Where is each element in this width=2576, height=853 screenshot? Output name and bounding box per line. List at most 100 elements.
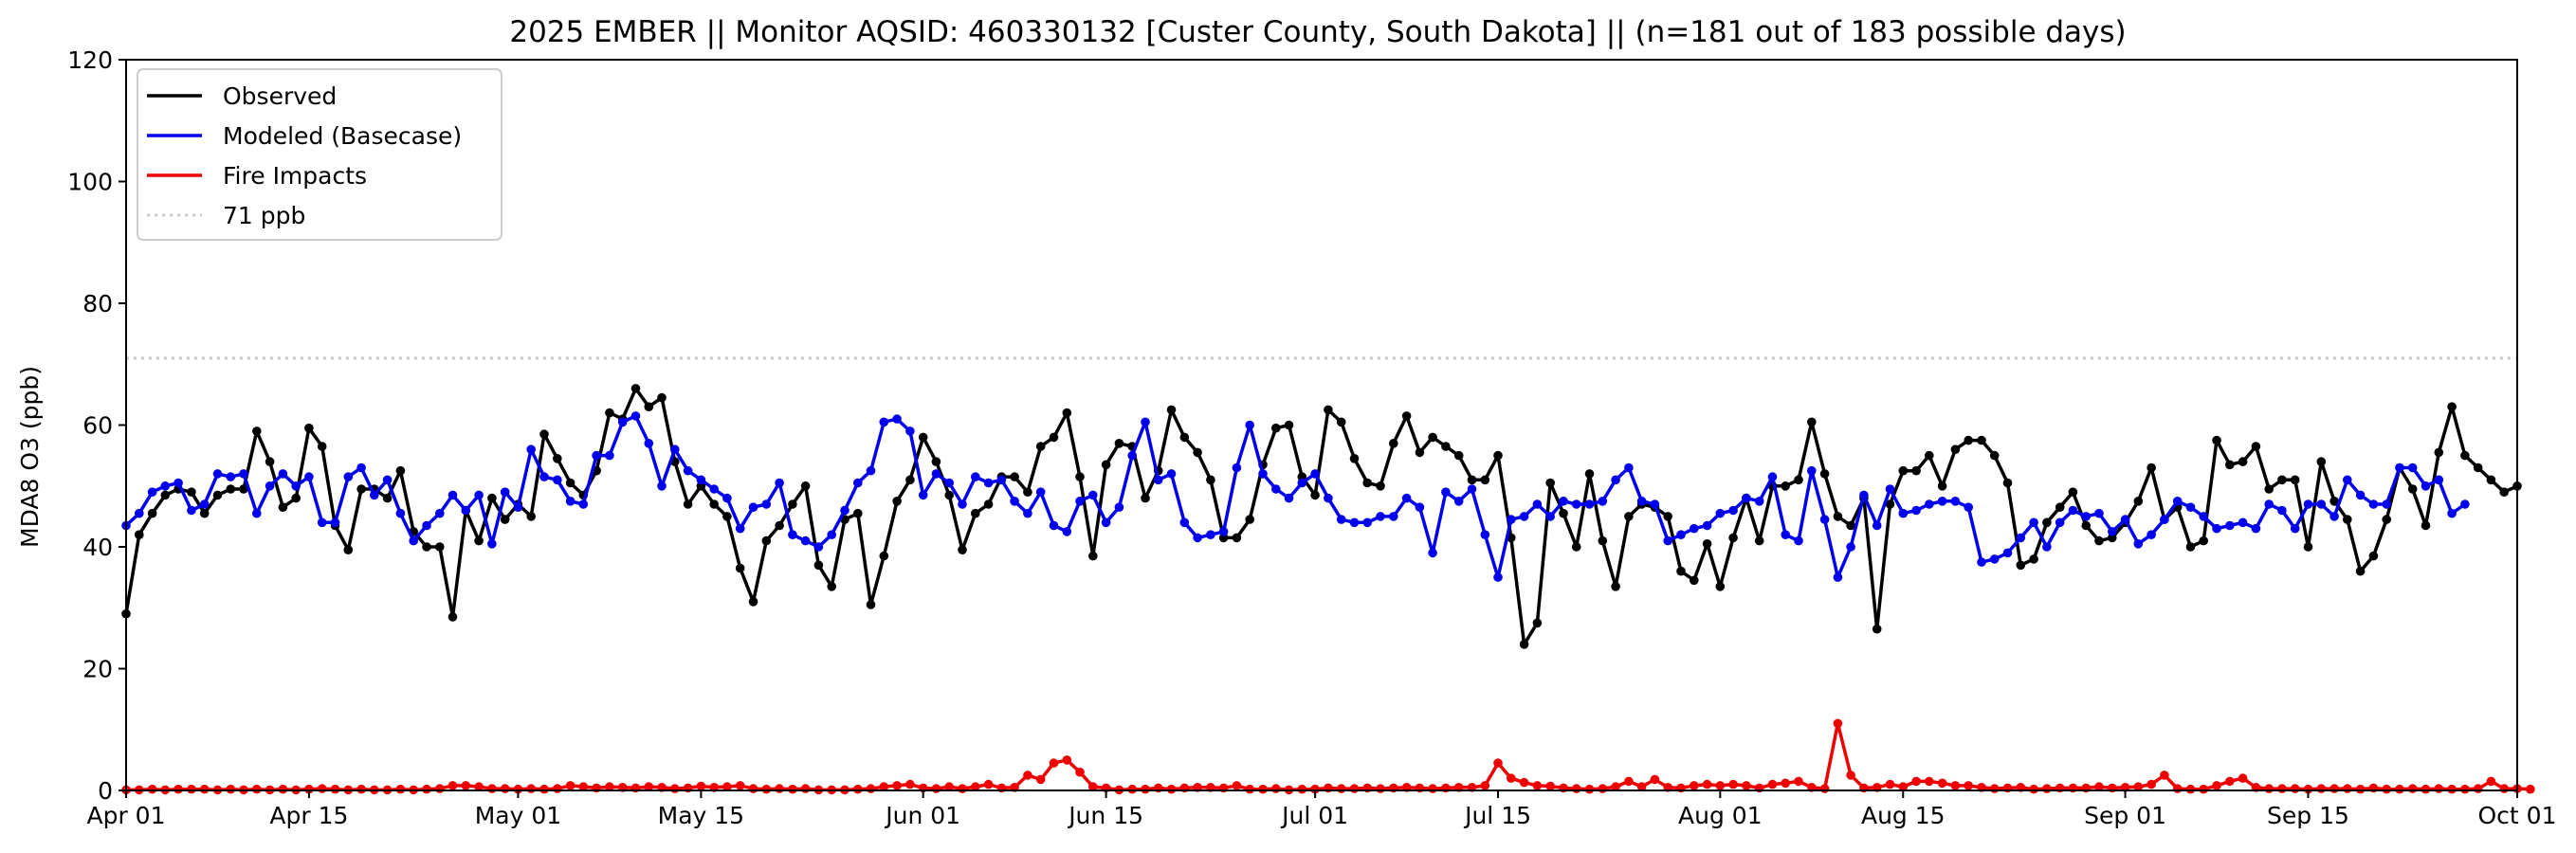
series-1-point: [1507, 515, 1516, 524]
series-0-point: [735, 563, 745, 573]
x-tick-label: Sep 15: [2267, 802, 2349, 829]
series-2-point: [187, 784, 196, 794]
series-0-point: [2002, 478, 2013, 488]
series-0-point: [761, 535, 772, 546]
y-tick-label: 40: [82, 534, 113, 561]
series-0-point: [2185, 542, 2196, 552]
series-0-point: [813, 560, 824, 571]
series-1-point: [1794, 535, 1803, 546]
series-1-point: [657, 481, 667, 491]
series-0-point: [2460, 450, 2470, 461]
series-0-point: [382, 493, 393, 503]
series-1-point: [461, 505, 471, 516]
series-0-point: [553, 454, 562, 463]
series-2-point: [1297, 784, 1307, 794]
series-1-point: [2002, 548, 2013, 558]
x-tick-label: Apr 15: [269, 802, 348, 829]
series-1-point: [395, 508, 406, 518]
series-1-point: [2225, 520, 2235, 531]
series-0-point: [2303, 542, 2313, 552]
series-1-point: [788, 530, 797, 539]
series-1-point: [1676, 530, 1686, 539]
series-1-point: [1349, 517, 1360, 528]
series-0-point: [1101, 460, 1111, 470]
series-0-point: [1401, 411, 1412, 421]
series-1-point: [317, 517, 327, 528]
series-2-point: [226, 784, 236, 794]
series-1-point: [2395, 463, 2404, 473]
y-axis-label: MDA8 O3 (ppb): [16, 366, 44, 548]
series-0-point: [1781, 481, 1790, 491]
series-1-point: [2133, 539, 2144, 549]
series-1-point: [1754, 497, 1764, 506]
series-2-point: [2147, 779, 2156, 789]
series-2-point: [1781, 778, 1790, 789]
series-1-point: [840, 505, 850, 516]
series-2-point: [2172, 784, 2183, 793]
series-2-point: [2042, 784, 2052, 793]
series-1-point: [1376, 512, 1385, 521]
series-1-point: [147, 487, 157, 497]
series-0-point: [2238, 457, 2248, 466]
series-1-point: [1545, 512, 1555, 521]
x-tick-label: Aug 01: [1678, 802, 1763, 829]
series-1-point: [448, 490, 458, 500]
series-1-point: [1428, 548, 1437, 558]
series-0-point: [1937, 481, 1947, 491]
series-1-point: [1035, 487, 1046, 497]
series-1-point: [1702, 520, 1712, 531]
series-2-point: [1141, 784, 1150, 794]
series-0-point: [565, 478, 575, 488]
series-1-point: [996, 475, 1007, 485]
series-2-point: [1819, 784, 1830, 793]
series-0-point: [2147, 463, 2156, 473]
series-0-point: [160, 490, 171, 500]
series-1-point: [553, 475, 562, 485]
series-0-point: [2029, 554, 2038, 564]
series-1-point: [526, 445, 536, 455]
x-tick-label: Oct 01: [2478, 802, 2557, 829]
series-2-point: [2264, 784, 2274, 793]
y-tick-label: 100: [67, 169, 113, 196]
series-1-point: [1179, 517, 1190, 528]
series-1-point: [1519, 512, 1529, 521]
series-1-point: [1467, 484, 1477, 494]
series-0-point: [1493, 450, 1503, 461]
series-2-point: [1232, 781, 1242, 790]
x-tick-label: Aug 15: [1861, 802, 1946, 829]
series-0-point: [147, 508, 157, 518]
series-2-point: [539, 784, 549, 794]
series-0-point: [1833, 512, 1843, 521]
series-2-point: [892, 781, 902, 790]
series-2-point: [879, 782, 889, 791]
series-0-point: [1598, 535, 1608, 546]
plot-area: 0 20 40 60 80 100 120 Apr 01 Apr 15 May 01 May 15 J…: [67, 46, 2556, 829]
series-1-point: [1807, 465, 1817, 476]
series-0-point: [2212, 435, 2221, 445]
series-0-point: [356, 484, 366, 494]
legend: Observed Modeled (Basecase) Fire Impacts 71…: [137, 68, 502, 241]
series-1-point: [160, 481, 171, 491]
series-2-point: [304, 784, 314, 794]
series-0-point: [1702, 539, 1712, 549]
series-0-point: [866, 600, 876, 609]
series-0-point: [918, 432, 928, 443]
series-0-point: [1232, 533, 1242, 543]
series-0-point: [657, 392, 667, 403]
series-1-point: [1742, 493, 1751, 503]
legend-label: 71 ppb: [223, 202, 305, 229]
series-2-point: [1062, 755, 1072, 765]
series-2-point: [1702, 779, 1712, 789]
series-2-point: [1023, 771, 1032, 780]
series-1-point: [1598, 497, 1608, 506]
series-0-point: [252, 426, 262, 436]
series-0-point: [474, 535, 484, 546]
series-1-point: [1624, 463, 1634, 473]
series-1-point: [1584, 499, 1595, 509]
series-2-point: [448, 781, 458, 790]
y-tick-label: 80: [82, 290, 113, 318]
series-0-point: [944, 490, 954, 500]
series-1-point: [199, 499, 210, 509]
series-1-point: [356, 463, 366, 473]
series-2-point: [944, 782, 954, 791]
